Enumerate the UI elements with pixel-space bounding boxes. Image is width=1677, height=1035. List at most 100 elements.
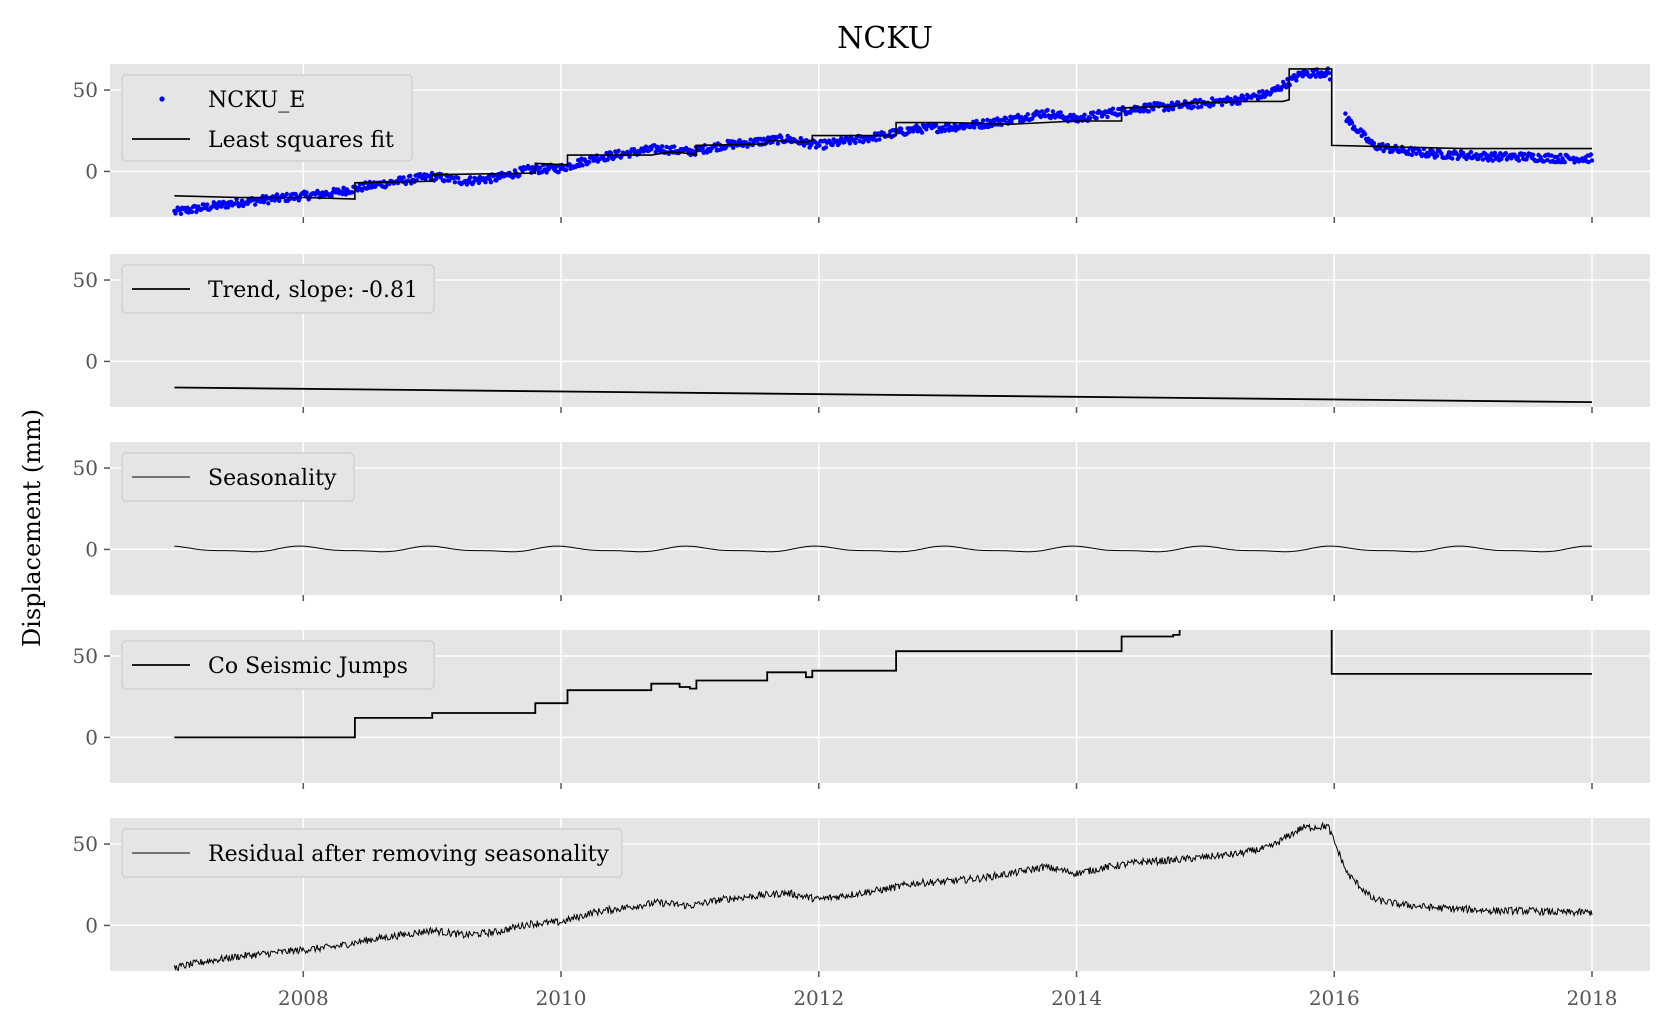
ncku-e-point	[896, 129, 902, 135]
ncku-e-point	[1503, 151, 1509, 156]
ncku-e-point	[483, 180, 488, 185]
ncku-e-point	[1151, 107, 1156, 112]
ncku-e-point	[199, 206, 204, 212]
ncku-e-point	[823, 145, 829, 150]
ncku-e-point	[1362, 132, 1368, 137]
ncku-e-point	[1464, 156, 1469, 162]
x-tick-label-2016: 2016	[1309, 986, 1360, 1010]
ncku-e-point	[1378, 146, 1383, 151]
ncku-e-point	[1549, 153, 1554, 158]
legend-box	[121, 640, 435, 690]
ncku-e-point	[919, 130, 925, 135]
ncku-e-point	[830, 142, 835, 148]
ncku-e-point	[492, 173, 497, 178]
ncku-e-point	[608, 151, 614, 156]
ncku-e-point	[1110, 106, 1116, 111]
ncku-e-point	[1541, 159, 1547, 164]
legend: Trend, slope: -0.81	[121, 264, 435, 314]
ncku-e-point	[427, 174, 432, 179]
co-seismic-jumps-line	[174, 630, 1181, 739]
panel-4: 0 50 Co Seismic Jumps	[73, 630, 1650, 789]
legend-label: NCKU_E	[208, 88, 305, 113]
x-tick-label-2018: 2018	[1567, 986, 1618, 1010]
ncku-e-point	[1434, 153, 1440, 158]
least-squares-fit-line	[174, 68, 1592, 200]
ncku-e-point	[205, 202, 210, 207]
ncku-e-point	[341, 185, 346, 190]
y-tick-label-0: 0	[85, 725, 98, 749]
ncku-e-point	[1284, 85, 1289, 90]
ncku-e-point	[989, 123, 994, 129]
ncku-e-point	[1371, 141, 1377, 146]
ncku-e-point	[995, 116, 1000, 121]
ncku-e-point	[660, 144, 665, 149]
ncku-e-point	[1480, 157, 1486, 162]
panel-data	[172, 66, 1595, 216]
ncku-e-point	[1030, 116, 1035, 121]
ncku-e-point	[779, 135, 784, 140]
ncku-e-point	[853, 140, 858, 145]
panel-data	[174, 630, 1592, 739]
legend-marker-points	[159, 96, 165, 102]
ncku-e-point	[842, 139, 847, 145]
ncku-e-point	[201, 202, 207, 207]
ncku-e-point	[1045, 107, 1050, 113]
y-tick-label-50: 50	[73, 456, 98, 480]
ncku-e-point	[434, 176, 439, 181]
residual-line	[173, 821, 1593, 971]
ncku-e-point	[801, 143, 807, 148]
panel-2: 0 50 Trend, slope: -0.81	[73, 254, 1650, 413]
ncku-e-point	[748, 137, 753, 142]
ncku-e-point	[586, 159, 592, 165]
ncku-e-point	[700, 146, 705, 151]
ncku-e-point	[1068, 112, 1073, 118]
panel-1: 0 50 NCKU_E Least squares fit	[73, 64, 1650, 223]
ncku-e-point	[1091, 110, 1096, 115]
legend-label: Residual after removing seasonality	[208, 842, 609, 867]
y-tick-label-50: 50	[73, 78, 98, 102]
ncku-e-point	[1326, 70, 1332, 76]
ncku-e-point	[1176, 100, 1181, 105]
ncku-e-point	[1468, 149, 1474, 155]
ncku-e-point	[544, 170, 549, 175]
ncku-e-point	[401, 175, 406, 180]
ncku-e-point	[1170, 107, 1176, 112]
ncku-e-point	[1343, 111, 1348, 116]
ncku-e-point	[1530, 152, 1536, 157]
ncku-e-point	[899, 126, 904, 132]
ncku-e-point	[494, 178, 499, 183]
legend: Seasonality	[121, 452, 355, 502]
ncku-e-point	[253, 202, 258, 207]
ncku-e-point	[1522, 151, 1527, 157]
panel-3: 0 50 Seasonality	[73, 442, 1650, 601]
ncku-e-point	[1082, 112, 1087, 118]
ncku-e-point	[936, 129, 941, 135]
ncku-e-point	[1039, 109, 1045, 114]
panel-data	[173, 821, 1593, 971]
ncku-e-point	[488, 180, 494, 185]
ncku-e-point	[1105, 114, 1110, 120]
ncku-e-point	[1094, 116, 1099, 121]
y-tick-label-0: 0	[85, 349, 98, 373]
ncku-e-point	[1087, 116, 1093, 121]
x-tick-label-2010: 2010	[536, 986, 587, 1010]
ncku-e-point	[1492, 150, 1498, 156]
ncku-e-point	[1323, 73, 1328, 78]
ncku-e-point	[980, 118, 986, 123]
ncku-e-point	[1588, 152, 1594, 157]
ncku-e-point	[952, 122, 957, 128]
ncku-e-point	[408, 173, 413, 178]
ncku-e-point	[616, 148, 621, 153]
ncku-e-point	[1043, 114, 1048, 119]
y-tick-label-0: 0	[85, 159, 98, 183]
ncku-e-point	[1439, 151, 1444, 156]
legend-box	[121, 74, 413, 162]
ncku-e-point	[664, 144, 669, 150]
legend: NCKU_E Least squares fit	[121, 74, 413, 162]
y-tick-label-50: 50	[73, 832, 98, 856]
ncku-e-point	[787, 135, 793, 141]
ncku-e-point	[556, 170, 561, 175]
ncku-e-point	[1450, 156, 1455, 161]
ncku-e-point	[1228, 96, 1234, 102]
